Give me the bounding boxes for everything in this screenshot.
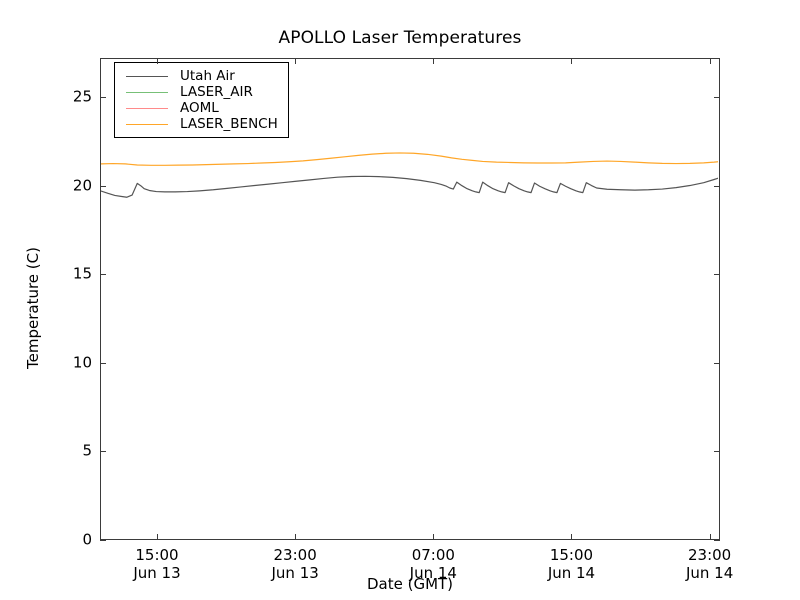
y-tick-label: 15 (72, 264, 92, 283)
x-tick-time: 15:00 (549, 546, 594, 564)
y-tick-mark (100, 96, 106, 98)
series-line-laser-bench (101, 152, 718, 166)
x-tick-mark (571, 534, 573, 540)
legend-item-utah-air[interactable]: Utah Air (121, 68, 282, 84)
y-tick-mark-right (714, 274, 720, 276)
series-line-utah-air (101, 175, 718, 198)
y-tick-label: 20 (72, 176, 92, 195)
y-tick-mark-right (714, 540, 720, 541)
x-tick-time: 23:00 (273, 546, 317, 564)
x-tick-label: 23:00 Jun 14 (640, 546, 780, 582)
x-tick-mark-top (295, 58, 297, 64)
y-tick-mark (100, 362, 106, 364)
y-tick-label: 5 (82, 441, 92, 460)
legend-item-aoml[interactable]: AOML (121, 100, 282, 116)
y-tick-label: 0 (82, 530, 92, 549)
legend-label-laser-bench: LASER_BENCH (180, 116, 278, 132)
y-tick-label: 25 (72, 87, 92, 106)
y-tick-mark (100, 274, 106, 276)
x-tick-date: Jun 14 (547, 564, 596, 582)
plot-area (100, 58, 720, 540)
x-tick-label: 15:00 Jun 14 (501, 546, 641, 582)
y-tick-mark (100, 185, 106, 187)
legend-swatch-laser-bench (126, 123, 168, 125)
x-tick-date: Jun 13 (133, 564, 181, 582)
x-axis-label: Date (GMT) (366, 575, 454, 593)
x-tick-mark-top (571, 58, 573, 64)
x-tick-date: Jun 13 (271, 564, 319, 582)
x-tick-mark (295, 534, 297, 540)
legend-item-laser-bench[interactable]: LASER_BENCH (121, 116, 282, 132)
x-tick-label: 07:00 Jun 14 (363, 546, 503, 582)
x-tick-time: 15:00 (135, 546, 179, 564)
y-tick-mark (100, 451, 106, 453)
chart-title: APOLLO Laser Temperatures (278, 28, 522, 48)
legend-swatch-laser-air (126, 91, 168, 93)
legend-label-laser-air: LASER_AIR (180, 84, 253, 100)
legend-label-aoml: AOML (180, 100, 219, 116)
x-tick-mark (433, 534, 435, 540)
x-tick-date: Jun 14 (409, 564, 457, 582)
x-tick-label: 15:00 Jun 13 (87, 546, 227, 582)
x-tick-mark-top (433, 58, 435, 64)
legend-item-laser-air[interactable]: LASER_AIR (121, 84, 282, 100)
y-tick-mark-right (714, 185, 720, 187)
data-lines-svg (101, 152, 718, 198)
y-axis-label: Temperature (C) (24, 247, 42, 369)
legend-swatch-utah-air (126, 75, 168, 77)
x-tick-label: 23:00 Jun 13 (225, 546, 365, 582)
legend-swatch-aoml (126, 107, 168, 109)
x-tick-time: 23:00 (688, 546, 732, 564)
x-tick-mark-top (156, 58, 158, 64)
x-tick-mark (156, 534, 158, 540)
y-tick-mark-right (714, 362, 720, 364)
legend-label-utah-air: Utah Air (180, 68, 235, 84)
y-axis-tick-labels: 0 5 10 15 20 25 (30, 0, 92, 600)
x-tick-mark-top (709, 58, 711, 64)
y-tick-label: 10 (72, 353, 92, 372)
chart-legend: Utah Air LASER_AIR AOML LASER_BENCH (114, 62, 289, 138)
x-tick-date: Jun 14 (685, 564, 734, 582)
y-tick-mark-right (714, 451, 720, 453)
y-tick-mark (100, 540, 106, 541)
y-tick-mark-right (714, 96, 720, 98)
x-tick-time: 07:00 (411, 546, 455, 564)
x-tick-mark (709, 534, 711, 540)
